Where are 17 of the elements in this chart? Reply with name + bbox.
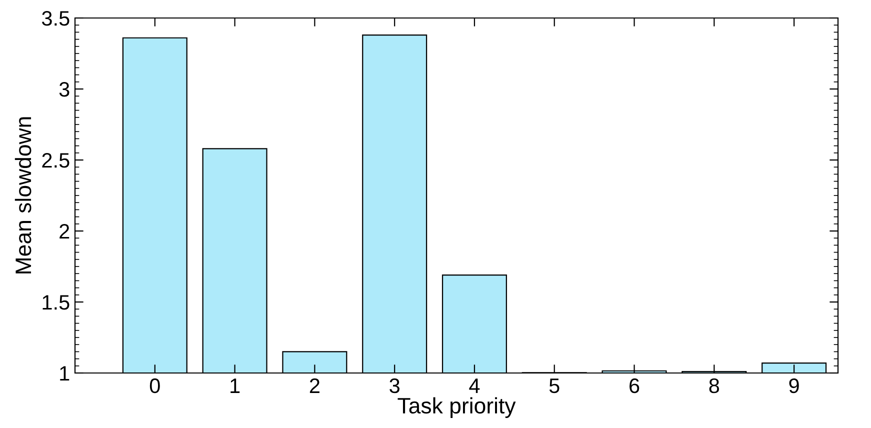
y-tick-label: 2 <box>60 224 70 239</box>
x-tick-label: 6 <box>630 378 640 394</box>
x-tick-label: 5 <box>549 378 560 394</box>
y-tick-label: 3.5 <box>42 11 70 26</box>
x-tick-label: 3 <box>390 378 400 394</box>
x-tick-label: 4 <box>469 378 480 393</box>
y-axis-title: Mean slowdown <box>14 117 32 274</box>
y-tick-label: 2.5 <box>42 153 70 168</box>
x-tick-label: 0 <box>150 378 160 394</box>
y-tick-label: 1 <box>60 366 70 381</box>
x-tick-label: 2 <box>310 378 320 393</box>
y-tick-label: 1.5 <box>42 295 70 310</box>
x-tick-label: 9 <box>789 378 799 394</box>
x-tick-label: 1 <box>230 378 240 393</box>
x-axis-title: Task priority <box>398 397 516 418</box>
y-tick-label: 3 <box>59 82 70 97</box>
x-tick-label: 8 <box>709 378 720 394</box>
